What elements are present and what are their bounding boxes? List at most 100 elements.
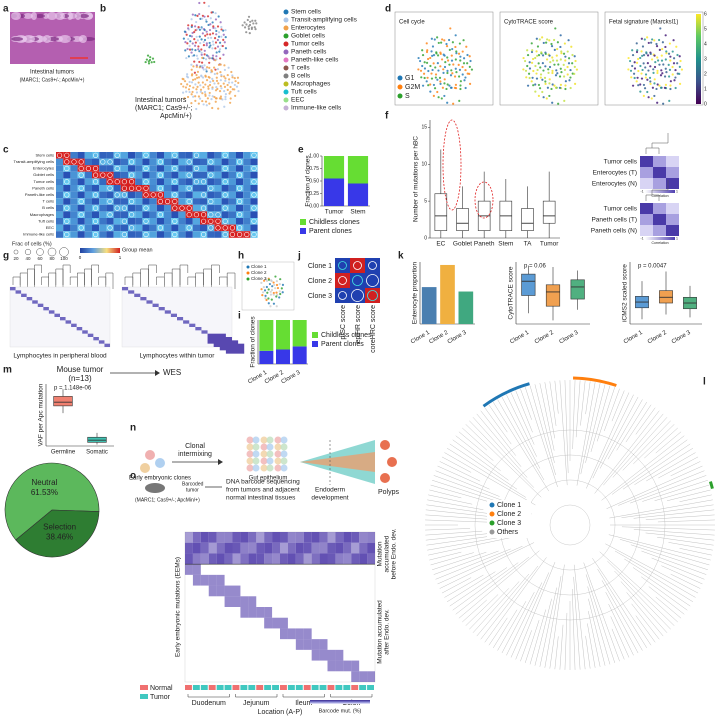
umap-point bbox=[557, 63, 560, 66]
tree-branch bbox=[433, 475, 510, 504]
heat-cell bbox=[250, 218, 258, 225]
umap-point bbox=[556, 72, 559, 75]
umap-point bbox=[276, 286, 280, 290]
heat-cell bbox=[221, 152, 229, 159]
heat-cell bbox=[113, 218, 121, 225]
umap-point bbox=[564, 80, 567, 83]
bar-segment bbox=[323, 156, 345, 179]
heat-cell bbox=[228, 231, 236, 238]
umap-point bbox=[266, 291, 269, 294]
heat-cell bbox=[216, 574, 225, 586]
tree-branch bbox=[590, 385, 611, 452]
umap-point bbox=[215, 33, 218, 36]
heat-cell bbox=[142, 198, 150, 205]
legend-marker bbox=[397, 84, 403, 90]
heat-cell bbox=[70, 191, 78, 199]
heat-cell bbox=[135, 191, 143, 199]
heat-cell bbox=[106, 218, 114, 225]
umap-point bbox=[559, 83, 563, 86]
umap-point bbox=[187, 24, 190, 27]
dot bbox=[107, 212, 113, 218]
umap-point bbox=[227, 81, 231, 84]
matrix-dot bbox=[338, 261, 347, 270]
umap-point bbox=[539, 76, 542, 79]
umap-point bbox=[463, 79, 466, 82]
heat-cell bbox=[243, 171, 251, 179]
umap-point bbox=[250, 27, 253, 31]
umap-point bbox=[446, 83, 449, 86]
umap-point bbox=[644, 76, 647, 79]
heat-cell bbox=[99, 204, 107, 212]
heat-cell bbox=[156, 165, 164, 172]
heat-cell bbox=[135, 198, 143, 205]
sample-cell bbox=[343, 685, 351, 690]
umap-point bbox=[203, 64, 206, 67]
label: Clonal bbox=[185, 443, 205, 450]
heat-cell bbox=[84, 218, 92, 225]
heat-cell bbox=[207, 158, 215, 166]
umap-point bbox=[209, 44, 212, 47]
sample-cell bbox=[319, 685, 327, 690]
umap-point bbox=[640, 77, 644, 80]
heat-cell bbox=[207, 231, 215, 238]
umap-point bbox=[559, 45, 562, 49]
label: Lymphocytes within tumor bbox=[140, 353, 216, 360]
tree-branch bbox=[641, 550, 707, 575]
heat-cell bbox=[185, 158, 193, 166]
umap-point bbox=[441, 38, 444, 41]
heat-cell bbox=[200, 198, 208, 205]
dot bbox=[201, 218, 207, 224]
heat-cell bbox=[128, 204, 136, 212]
umap-point bbox=[437, 41, 440, 45]
tree-branch bbox=[633, 529, 715, 536]
umap-point bbox=[210, 11, 213, 14]
umap-point bbox=[243, 26, 247, 29]
dot bbox=[186, 212, 192, 218]
umap-point bbox=[192, 65, 195, 68]
matrix-dot bbox=[367, 290, 378, 301]
epithelium-cell bbox=[246, 464, 254, 472]
heat-cell bbox=[164, 165, 172, 172]
heat-cell bbox=[280, 617, 288, 629]
umap-point bbox=[536, 45, 540, 48]
umap-point bbox=[656, 71, 659, 75]
heat-cell bbox=[295, 628, 304, 640]
umap-point bbox=[574, 59, 577, 63]
umap-point bbox=[201, 99, 204, 103]
y-tick-label: 0.75 bbox=[309, 166, 319, 172]
umap-point bbox=[214, 18, 218, 21]
legend-label: B cells bbox=[291, 73, 311, 80]
x-tick-label: Paneth bbox=[474, 241, 495, 248]
legend-label: EEC bbox=[291, 97, 305, 104]
y-tick-label: 15 bbox=[421, 125, 427, 131]
umap-point bbox=[198, 66, 201, 69]
heat-cell bbox=[185, 171, 193, 179]
umap-point bbox=[649, 52, 652, 56]
corr-cell bbox=[653, 178, 666, 189]
heat-cell bbox=[343, 542, 352, 554]
epithelium-cell bbox=[246, 450, 254, 458]
tree-branch bbox=[564, 612, 568, 670]
heat-cell bbox=[164, 224, 172, 232]
heat-cell bbox=[200, 158, 208, 166]
umap-point bbox=[541, 90, 544, 94]
dot bbox=[64, 179, 70, 185]
heat-cell bbox=[208, 585, 217, 597]
umap-point bbox=[275, 305, 278, 308]
heat-cell bbox=[185, 542, 193, 554]
umap-point bbox=[641, 45, 645, 48]
y-axis-label: VAF per Apc mutation bbox=[38, 383, 45, 446]
umap-point bbox=[639, 64, 642, 68]
tree-branch bbox=[534, 384, 555, 463]
umap-point bbox=[454, 34, 457, 37]
umap-point bbox=[200, 27, 203, 30]
heat-cell bbox=[232, 532, 241, 543]
umap-point bbox=[223, 64, 226, 67]
umap-point bbox=[185, 75, 189, 78]
legend-marker bbox=[283, 9, 289, 15]
heat-cell bbox=[56, 218, 64, 225]
heat-cell bbox=[142, 224, 150, 232]
legend-label: Normal bbox=[150, 685, 173, 692]
tree-branch bbox=[588, 611, 601, 667]
tree-branch bbox=[564, 380, 569, 474]
